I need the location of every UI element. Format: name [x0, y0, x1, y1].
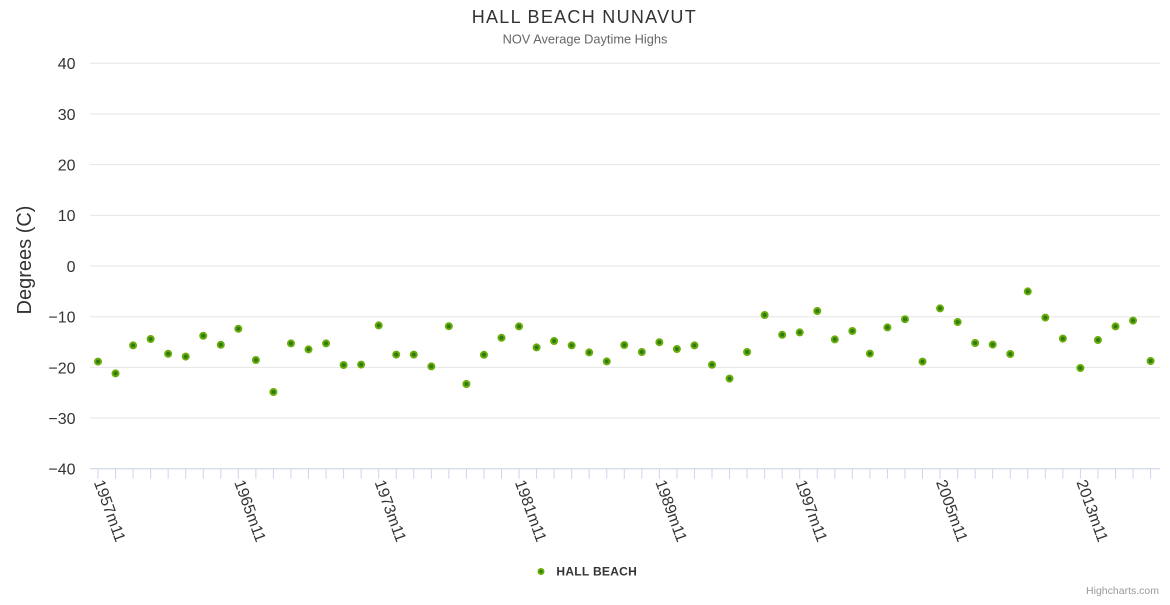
svg-text:10: 10	[58, 208, 76, 225]
svg-text:NOV Average Daytime Highs: NOV Average Daytime Highs	[503, 32, 668, 47]
svg-text:−40: −40	[48, 462, 75, 479]
svg-text:−10: −10	[48, 310, 75, 327]
svg-text:20: 20	[58, 158, 76, 175]
svg-text:0: 0	[67, 259, 76, 276]
svg-text:−20: −20	[48, 360, 75, 377]
svg-text:Highcharts.com: Highcharts.com	[1086, 585, 1159, 597]
svg-text:30: 30	[58, 107, 76, 124]
svg-text:HALL BEACH NUNAVUT: HALL BEACH NUNAVUT	[472, 7, 696, 27]
svg-text:40: 40	[58, 56, 76, 73]
svg-text:−30: −30	[48, 411, 75, 428]
svg-text:Degrees (C): Degrees (C)	[14, 206, 36, 315]
svg-text:HALL BEACH: HALL BEACH	[556, 565, 636, 579]
